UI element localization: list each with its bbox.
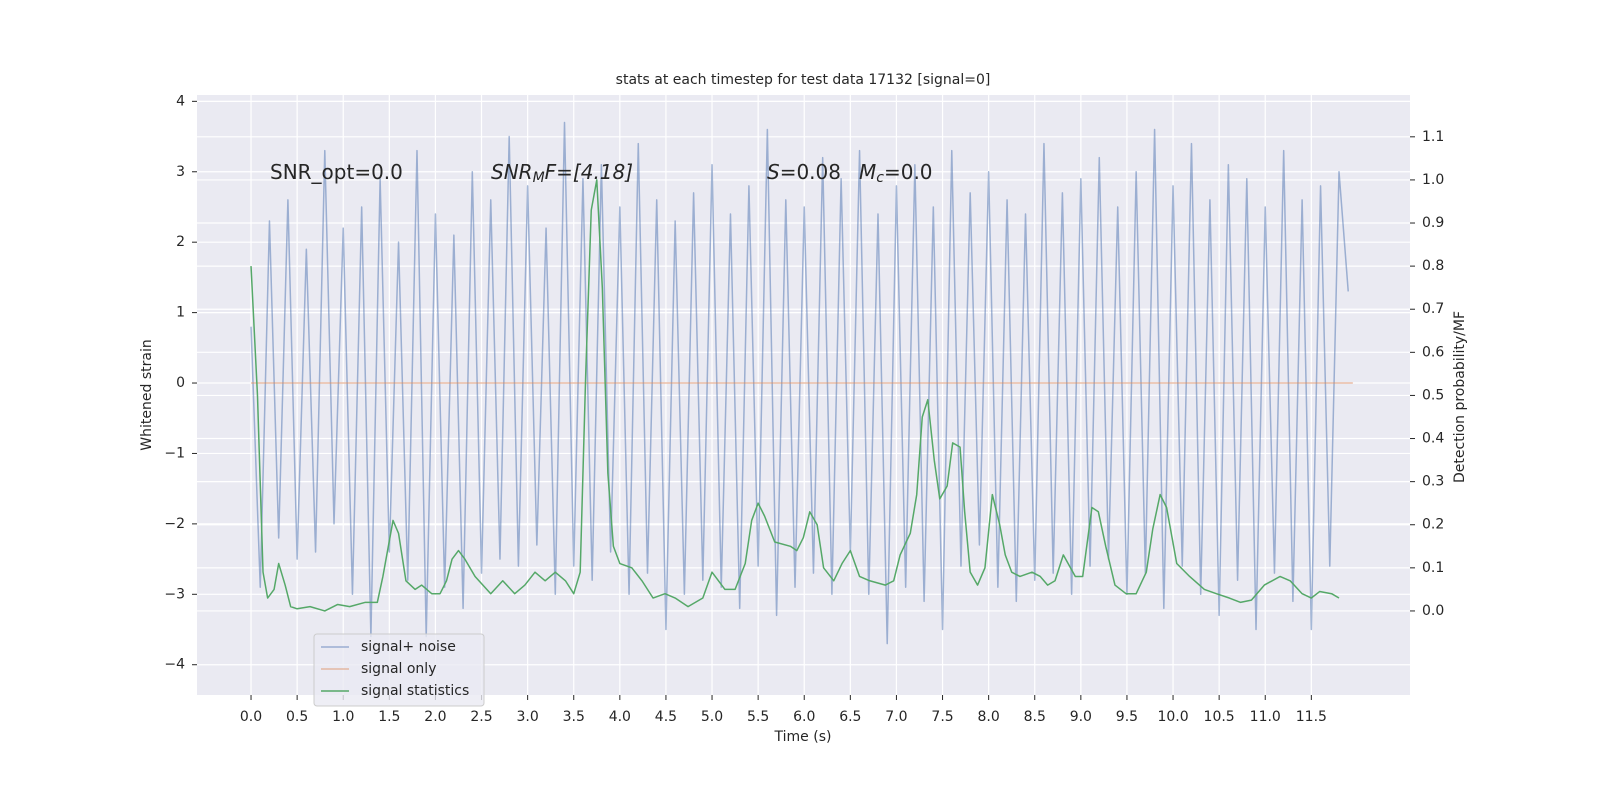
- x-tick-label: 10.0: [1157, 709, 1188, 725]
- legend-box: [313, 633, 485, 707]
- y-axis-label: Whitened strain: [139, 339, 155, 450]
- x-tick-label: 0.5: [286, 709, 308, 725]
- x-tick-label: 2.0: [424, 709, 446, 725]
- x-tick-label: 6.5: [839, 709, 861, 725]
- annotation-text: F=[4.18]: [545, 160, 633, 184]
- x-tick-label: 11.0: [1250, 709, 1281, 725]
- y-tick-label: −2: [164, 516, 185, 532]
- x-tick-label: 11.5: [1296, 709, 1327, 725]
- y2-tick-label: 0.5: [1422, 387, 1444, 403]
- annotation: Mc=0.0: [859, 160, 933, 187]
- x-tick-label: 8.5: [1024, 709, 1046, 725]
- x-tick-label: 10.5: [1204, 709, 1235, 725]
- y2-tick-label: 0.1: [1422, 560, 1444, 576]
- annotation-subscript: M: [533, 170, 545, 186]
- x-tick-label: 3.0: [517, 709, 539, 725]
- series-line: [250, 121, 1349, 645]
- x-tick-label: 9.0: [1070, 709, 1092, 725]
- annotation-text: SNR: [491, 160, 533, 184]
- y-tick-label: 0: [176, 375, 185, 391]
- ticks: 0.0 0.5 1.0 1.5 2.0 2.5 3.0 3.5 4.0 4.5 5.0 5.5 6.0 6…: [164, 93, 1444, 725]
- y2-tick-label: 1.1: [1422, 129, 1444, 145]
- legend: signal+ noise signal only signal statistic…: [313, 633, 485, 707]
- x-tick-label: 1.0: [332, 709, 354, 725]
- x-tick-label: 0.0: [240, 709, 262, 725]
- annotation: SNR_opt=0.0: [270, 160, 403, 184]
- legend-label: signal statistics: [361, 683, 469, 699]
- y2-tick-label: 1.0: [1422, 172, 1444, 188]
- x-tick-label: 3.5: [563, 709, 585, 725]
- annotation-text: F=[4.18]: [545, 160, 633, 184]
- y-tick-label: 2: [176, 234, 185, 250]
- x-tick-label: 4.5: [655, 709, 677, 725]
- x-tick-label: 1.5: [378, 709, 400, 725]
- y-tick-label: 1: [176, 305, 185, 321]
- chart-title: stats at each timestep for test data 171…: [616, 72, 991, 88]
- x-tick-label: 9.5: [1116, 709, 1138, 725]
- x-tick-label: 4.0: [609, 709, 631, 725]
- y-tick-label: 4: [176, 93, 185, 109]
- y2-tick-label: 0.4: [1422, 431, 1444, 447]
- x-tick-label: 7.0: [885, 709, 907, 725]
- marks: [250, 121, 1353, 645]
- x-tick-label: 2.5: [470, 709, 492, 725]
- legend-label: signal only: [361, 661, 436, 677]
- x-tick-label: 6.0: [793, 709, 815, 725]
- annotation-text: S: [767, 160, 780, 184]
- y2-tick-label: 0.7: [1422, 301, 1444, 317]
- y2-tick-label: 0.6: [1422, 344, 1444, 360]
- x-tick-label: 5.0: [701, 709, 723, 725]
- y2-tick-label: 0.3: [1422, 474, 1444, 490]
- annotation: SNRMF=[4.18]: [491, 160, 633, 187]
- annotation-text: =0.0: [884, 160, 933, 184]
- x-tick-label: 7.5: [931, 709, 953, 725]
- annotation-text: SNR_opt=0.0: [270, 160, 403, 184]
- annotation-text: =0.08: [780, 160, 841, 184]
- y2-axis-label: Detection probability/MF: [1452, 311, 1468, 483]
- y-tick-label: 3: [176, 164, 185, 180]
- x-tick-label: 5.5: [747, 709, 769, 725]
- y2-tick-label: 0.0: [1422, 603, 1444, 619]
- series-line: [250, 179, 1340, 612]
- annotation: S=0.08: [767, 160, 841, 184]
- x-tick-label: 8.0: [978, 709, 1000, 725]
- y2-tick-label: 0.2: [1422, 517, 1444, 533]
- annotation-subscript: c: [876, 170, 884, 186]
- x-axis-label: Time (s): [774, 729, 832, 745]
- y-tick-label: −3: [164, 586, 185, 602]
- legend-label: signal+ noise: [361, 639, 456, 655]
- annotation-text: M: [859, 160, 876, 184]
- y2-tick-label: 0.8: [1422, 258, 1444, 274]
- y-tick-label: −1: [164, 445, 185, 461]
- y-tick-label: −4: [164, 657, 185, 673]
- y2-tick-label: 0.9: [1422, 215, 1444, 231]
